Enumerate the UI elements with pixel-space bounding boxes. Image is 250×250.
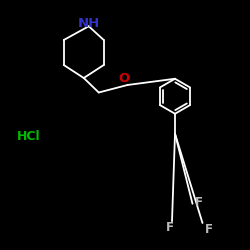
Text: HCl: HCl — [17, 130, 40, 143]
Text: O: O — [118, 72, 130, 85]
Text: NH: NH — [78, 17, 100, 30]
Text: F: F — [195, 196, 203, 209]
Text: F: F — [166, 221, 173, 234]
Text: F: F — [205, 223, 213, 236]
